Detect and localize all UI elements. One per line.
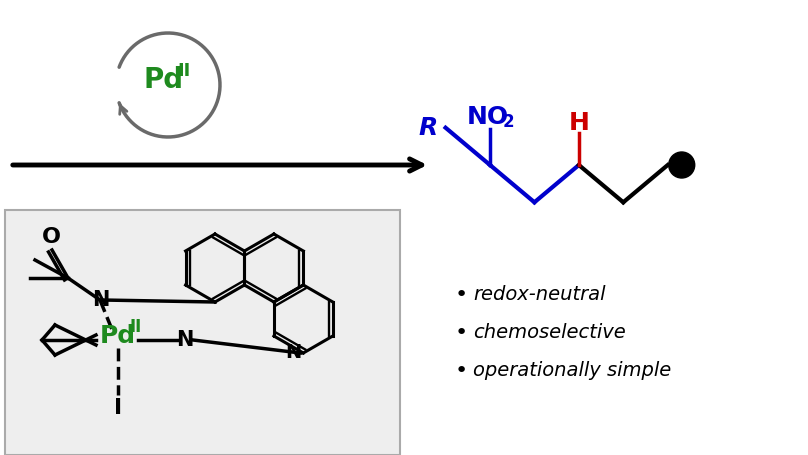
- Text: H: H: [568, 111, 589, 135]
- Text: N: N: [285, 344, 301, 363]
- Text: N: N: [176, 330, 194, 350]
- Text: operationally simple: operationally simple: [473, 362, 671, 380]
- Text: Pd: Pd: [144, 66, 184, 94]
- Text: •: •: [455, 285, 469, 305]
- Text: O: O: [41, 227, 61, 247]
- Text: NO: NO: [467, 105, 509, 129]
- Text: II: II: [130, 318, 142, 336]
- Text: I: I: [114, 398, 122, 418]
- FancyBboxPatch shape: [5, 210, 400, 455]
- Text: 2: 2: [503, 113, 514, 131]
- Text: R: R: [419, 116, 438, 140]
- Text: chemoselective: chemoselective: [473, 324, 625, 343]
- Circle shape: [669, 152, 695, 178]
- Text: redox-neutral: redox-neutral: [473, 285, 605, 304]
- Text: •: •: [455, 361, 469, 381]
- Text: II: II: [178, 62, 191, 80]
- Text: •: •: [455, 323, 469, 343]
- Text: Pd: Pd: [100, 324, 136, 348]
- Text: N: N: [92, 290, 110, 310]
